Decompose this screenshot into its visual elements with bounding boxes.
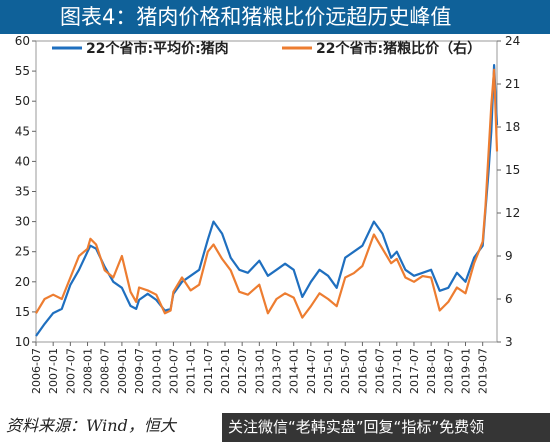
x-tick-label: 2013-07	[271, 348, 284, 394]
line-chart: 10 15 20 25 30 35 40 45 50 55 60 3 6 9 12 15 18 21 24 200…	[15, 34, 521, 394]
x-tick-label: 2008-07	[99, 348, 112, 394]
left-y-tick-label: 60	[15, 34, 30, 48]
legend: 22个省市:平均价:猪肉 22个省市:猪粮比价（右）	[52, 40, 481, 57]
x-tick-label: 2013-01	[253, 348, 266, 394]
x-tick-label: 2011-01	[185, 348, 198, 394]
left-y-tick-label: 45	[15, 124, 30, 138]
x-axis: 2006-07 2007-01 2007-07 2008-01 2008-07 2009-…	[30, 342, 490, 394]
legend-label: 22个省市:猪粮比价（右）	[316, 40, 481, 57]
left-y-tick-label: 10	[15, 335, 30, 349]
x-tick-label: 2007-01	[47, 348, 60, 394]
legend-label: 22个省市:平均价:猪肉	[86, 40, 229, 57]
right-y-tick-label: 9	[505, 249, 513, 263]
series-lines	[35, 64, 499, 337]
left-y-tick-label: 35	[15, 185, 30, 199]
x-tick-label: 2010-07	[167, 348, 180, 394]
x-tick-label: 2006-07	[30, 348, 43, 394]
x-tick-label: 2016-07	[374, 348, 387, 394]
right-y-tick-label: 21	[505, 77, 520, 91]
plot-border	[35, 40, 498, 343]
watermark-banner: 关注微信“老韩实盘”回复“指标”免费领	[222, 413, 550, 442]
x-tick-label: 2007-07	[64, 348, 77, 394]
hog-grain-ratio-line	[35, 68, 499, 319]
source-note: 资料来源：Wind，恒大	[6, 416, 176, 435]
left-y-axis: 10 15 20 25 30 35 40 45 50 55 60	[15, 34, 36, 349]
right-y-axis: 3 6 9 12 15 18 21 24	[497, 34, 520, 349]
x-tick-label: 2014-07	[305, 348, 318, 394]
x-tick-label: 2012-07	[236, 348, 249, 394]
left-y-tick-label: 30	[15, 215, 30, 229]
x-tick-label: 2010-01	[150, 348, 163, 394]
right-y-tick-label: 18	[505, 120, 520, 134]
x-tick-label: 2011-07	[202, 348, 215, 394]
x-tick-label: 2016-01	[356, 348, 369, 394]
x-tick-label: 2009-01	[116, 348, 129, 394]
right-y-tick-label: 3	[505, 335, 513, 349]
x-tick-label: 2015-07	[339, 348, 352, 394]
right-y-tick-label: 12	[505, 206, 520, 220]
x-tick-label: 2014-01	[288, 348, 301, 394]
plot-frame	[35, 40, 498, 343]
x-tick-label: 2008-01	[82, 348, 95, 394]
left-y-tick-label: 50	[15, 94, 30, 108]
left-y-tick-label: 20	[15, 275, 30, 289]
x-tick-label: 2015-01	[322, 348, 335, 394]
x-tick-label: 2018-07	[442, 348, 455, 394]
pork-price-line	[35, 64, 499, 337]
left-y-tick-label: 55	[15, 64, 30, 78]
left-y-tick-label: 15	[15, 305, 30, 319]
figure-title: 图表4：猪肉价格和猪粮比价远超历史峰值	[0, 0, 550, 34]
x-tick-label: 2019-07	[477, 348, 490, 394]
x-tick-label: 2018-01	[425, 348, 438, 394]
x-tick-label: 2017-01	[391, 348, 404, 394]
x-tick-label: 2009-07	[133, 348, 146, 394]
x-tick-label: 2017-07	[408, 348, 421, 394]
x-tick-label: 2019-01	[460, 348, 473, 394]
left-y-tick-label: 40	[15, 154, 30, 168]
x-tick-label: 2012-01	[219, 348, 232, 394]
right-y-tick-label: 15	[505, 163, 520, 177]
right-y-tick-label: 24	[505, 34, 520, 48]
left-y-tick-label: 25	[15, 245, 30, 259]
right-y-tick-label: 6	[505, 292, 513, 306]
